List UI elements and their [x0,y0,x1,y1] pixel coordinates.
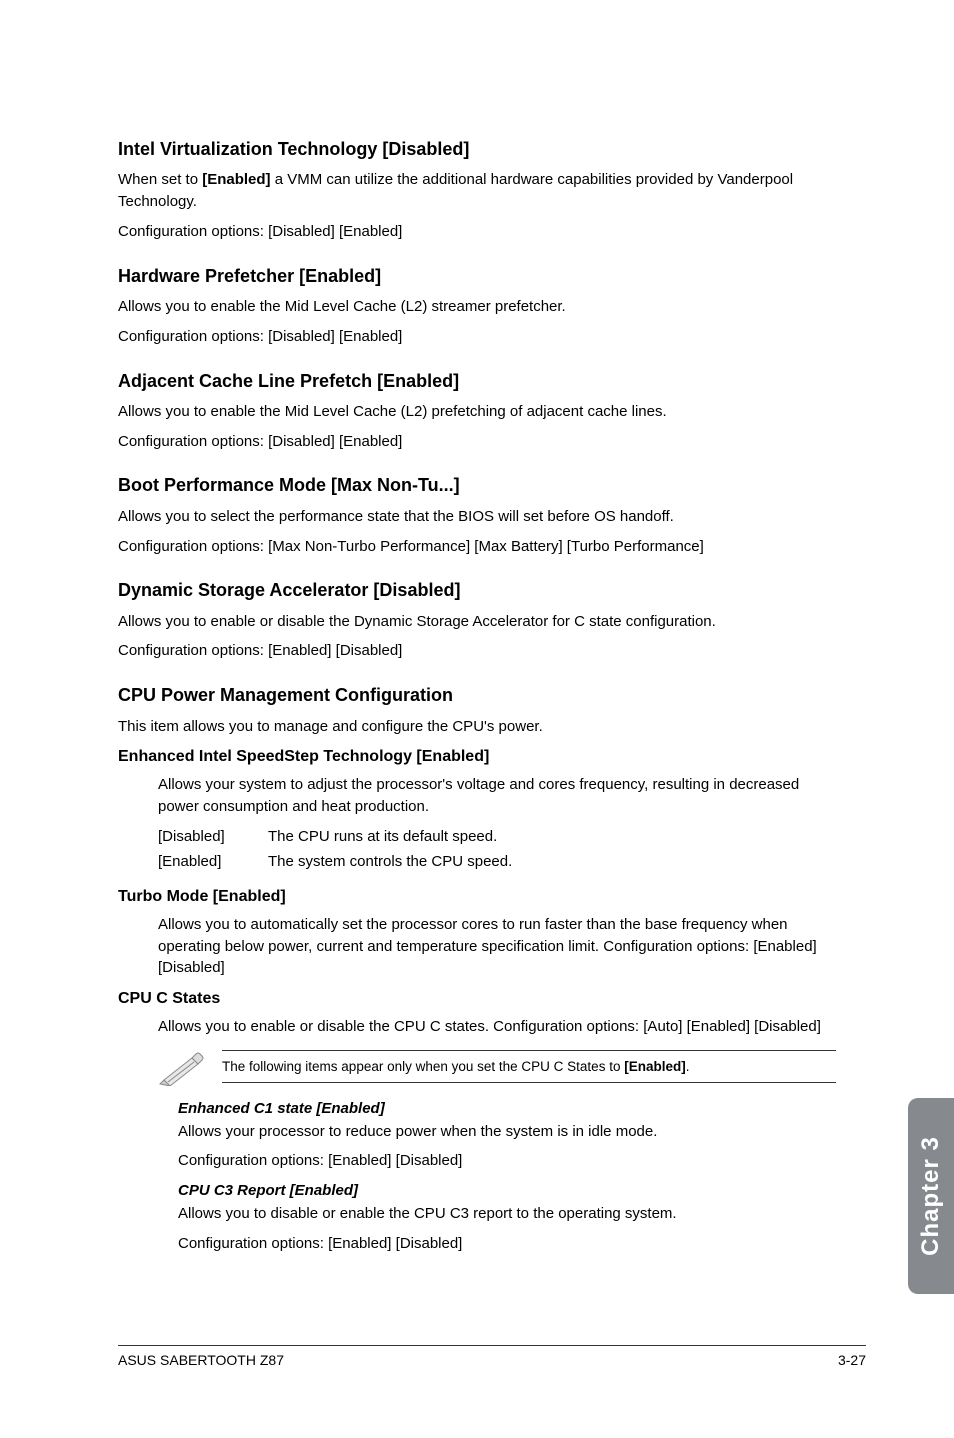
def-key: [Disabled] [158,826,268,848]
config-options: Configuration options: [Max Non-Turbo Pe… [118,536,836,558]
config-options: Configuration options: [Enabled] [Disabl… [178,1150,836,1172]
section-enh-c1: Enhanced C1 state [Enabled] Allows your … [178,1100,836,1173]
body-text: When set to [Enabled] a VMM can utilize … [118,169,836,213]
body-text: Allows your system to adjust the process… [158,774,836,818]
text-run: When set to [118,171,202,188]
footer-right: 3-27 [838,1352,866,1368]
section-adj-cache: Adjacent Cache Line Prefetch [Enabled] A… [118,370,836,453]
body-text: Allows you to select the performance sta… [118,506,836,528]
body-text: Allows you to enable the Mid Level Cache… [118,296,836,318]
body-text: Allows you to enable or disable the CPU … [158,1016,836,1038]
text-bold: [Enabled] [202,171,270,188]
footer-left: ASUS SABERTOOTH Z87 [118,1352,284,1368]
body-text: Allows you to disable or enable the CPU … [178,1203,836,1225]
section-eist: Enhanced Intel SpeedStep Technology [Ena… [118,747,836,873]
config-options: Configuration options: [Disabled] [Enabl… [118,221,836,243]
config-options: Configuration options: [Disabled] [Enabl… [118,326,836,348]
chapter-tab-label: Chapter 3 [917,1136,945,1256]
sub-sub-heading: CPU C3 Report [Enabled] [178,1182,836,1199]
definition-row: [Enabled] The system controls the CPU sp… [158,851,836,873]
body-text: Allows you to automatically set the proc… [158,914,836,979]
section-intel-virt: Intel Virtualization Technology [Disable… [118,138,836,243]
heading: Boot Performance Mode [Max Non-Tu...] [118,474,836,497]
text-run: . [686,1059,690,1074]
config-options: Configuration options: [Enabled] [Disabl… [118,640,836,662]
sub-heading: CPU C States [118,989,836,1010]
heading: Hardware Prefetcher [Enabled] [118,265,836,288]
section-cstates: CPU C States Allows you to enable or dis… [118,989,836,1038]
config-options: Configuration options: [Enabled] [Disabl… [178,1233,836,1255]
section-boot-perf: Boot Performance Mode [Max Non-Tu...] Al… [118,474,836,557]
page-content: Intel Virtualization Technology [Disable… [0,0,954,1255]
sub-heading: Turbo Mode [Enabled] [118,887,836,908]
config-options: Configuration options: [Disabled] [Enabl… [118,431,836,453]
chapter-tab: Chapter 3 [908,1098,954,1294]
body-text: Allows your processor to reduce power wh… [178,1121,836,1143]
heading: Adjacent Cache Line Prefetch [Enabled] [118,370,836,393]
page-footer: ASUS SABERTOOTH Z87 3-27 [118,1345,866,1368]
body-text: Allows you to enable the Mid Level Cache… [118,401,836,423]
text-run: The following items appear only when you… [222,1059,624,1074]
def-key: [Enabled] [158,851,268,873]
section-turbo: Turbo Mode [Enabled] Allows you to autom… [118,887,836,979]
note-text: The following items appear only when you… [222,1050,836,1083]
text-bold: [Enabled] [624,1059,686,1074]
def-val: The CPU runs at its default speed. [268,826,497,848]
sub-heading: Enhanced Intel SpeedStep Technology [Ena… [118,747,836,768]
sub-sub-heading: Enhanced C1 state [Enabled] [178,1100,836,1117]
section-hw-prefetch: Hardware Prefetcher [Enabled] Allows you… [118,265,836,348]
heading: Dynamic Storage Accelerator [Disabled] [118,579,836,602]
def-val: The system controls the CPU speed. [268,851,512,873]
heading: Intel Virtualization Technology [Disable… [118,138,836,161]
pencil-icon [158,1048,204,1086]
definition-row: [Disabled] The CPU runs at its default s… [158,826,836,848]
section-c3-report: CPU C3 Report [Enabled] Allows you to di… [178,1182,836,1255]
body-text: This item allows you to manage and confi… [118,716,836,738]
section-cpu-power: CPU Power Management Configuration This … [118,684,836,737]
body-text: Allows you to enable or disable the Dyna… [118,611,836,633]
section-dyn-storage: Dynamic Storage Accelerator [Disabled] A… [118,579,836,662]
note-block: The following items appear only when you… [158,1048,836,1086]
heading: CPU Power Management Configuration [118,684,836,707]
